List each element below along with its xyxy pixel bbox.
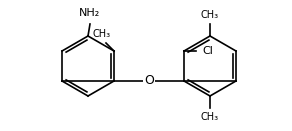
Text: Cl: Cl [202, 46, 213, 56]
Text: CH₃: CH₃ [201, 10, 219, 20]
Text: CH₃: CH₃ [201, 112, 219, 122]
Text: NH₂: NH₂ [79, 8, 101, 18]
Text: O: O [144, 75, 154, 88]
Text: CH₃: CH₃ [93, 29, 111, 39]
